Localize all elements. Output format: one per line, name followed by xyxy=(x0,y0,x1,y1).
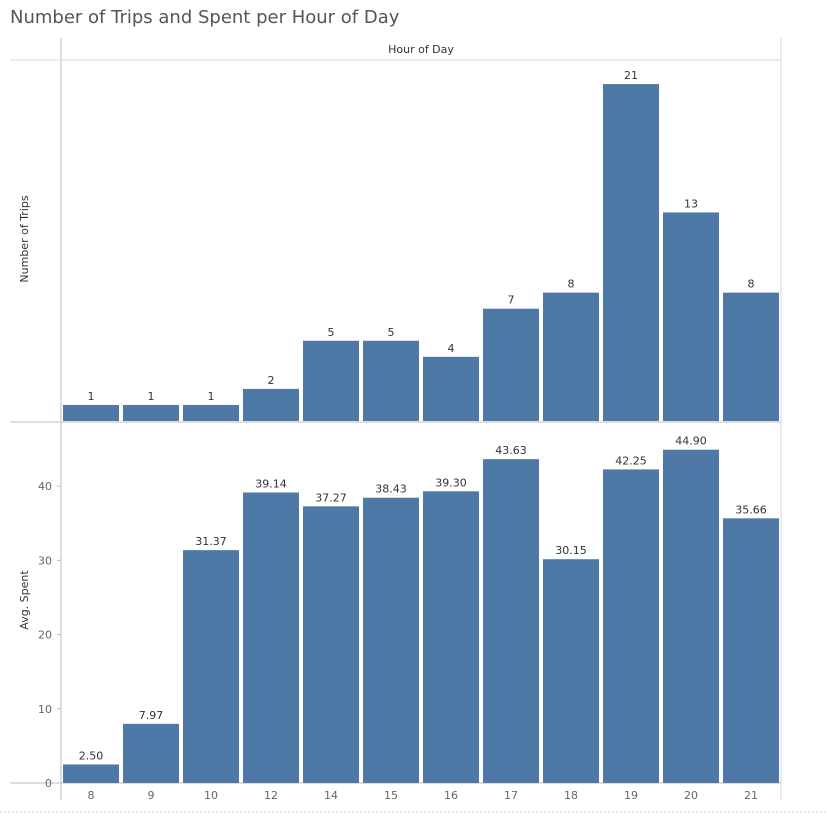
chart-title: Number of Trips and Spent per Hour of Da… xyxy=(10,7,400,28)
data-label-avg-spent-hour-20: 44.90 xyxy=(675,435,707,448)
bar-trips-hour-18[interactable] xyxy=(543,292,599,421)
data-label-trips-hour-14: 5 xyxy=(328,326,335,339)
data-label-avg-spent-hour-19: 42.25 xyxy=(615,454,647,467)
data-label-avg-spent-hour-15: 38.43 xyxy=(375,483,407,496)
data-label-trips-hour-8: 1 xyxy=(88,390,95,403)
bar-avg-spent-hour-12[interactable] xyxy=(243,492,299,783)
data-label-avg-spent-hour-12: 39.14 xyxy=(255,477,287,490)
bar-avg-spent-hour-17[interactable] xyxy=(483,459,539,783)
x-tick-label-hour-19: 19 xyxy=(624,789,638,802)
data-label-avg-spent-hour-8: 2.50 xyxy=(79,749,104,762)
column-header-hour-of-day: Hour of Day xyxy=(388,43,454,56)
data-label-trips-hour-20: 13 xyxy=(684,197,698,210)
bar-trips-hour-12[interactable] xyxy=(243,388,299,421)
y-tick-label: 10 xyxy=(38,703,52,716)
data-label-avg-spent-hour-9: 7.97 xyxy=(139,709,164,722)
labels-group: 1 1 125 5478211380102030402.507.9731.3739.1… xyxy=(38,69,767,802)
x-tick-label-hour-8: 8 xyxy=(88,789,95,802)
x-tick-label-hour-20: 20 xyxy=(684,789,698,802)
x-tick-label-hour-16: 16 xyxy=(444,789,458,802)
bar-trips-hour-16[interactable] xyxy=(423,356,479,421)
data-label-trips-hour-10: 1 xyxy=(208,390,215,403)
x-tick-label-hour-12: 12 xyxy=(264,789,278,802)
data-label-avg-spent-hour-17: 43.63 xyxy=(495,444,527,457)
y-axis-title-trips: Number of Trips xyxy=(18,195,31,282)
bar-trips-hour-8[interactable] xyxy=(63,404,119,421)
data-label-trips-hour-19: 21 xyxy=(624,69,638,82)
bar-trips-hour-20[interactable] xyxy=(663,212,719,421)
x-tick-label-hour-14: 14 xyxy=(324,789,338,802)
y-tick-label: 0 xyxy=(45,777,52,790)
bar-trips-hour-17[interactable] xyxy=(483,308,539,421)
y-tick-label: 30 xyxy=(38,554,52,567)
data-label-trips-hour-15: 5 xyxy=(388,326,395,339)
x-tick-label-hour-10: 10 xyxy=(204,789,218,802)
bar-avg-spent-hour-8[interactable] xyxy=(63,764,119,783)
bar-avg-spent-hour-20[interactable] xyxy=(663,449,719,783)
bar-avg-spent-hour-18[interactable] xyxy=(543,559,599,783)
x-tick-label-hour-15: 15 xyxy=(384,789,398,802)
x-tick-label-hour-18: 18 xyxy=(564,789,578,802)
bar-trips-hour-9[interactable] xyxy=(123,404,179,421)
data-label-avg-spent-hour-10: 31.37 xyxy=(195,535,227,548)
data-label-avg-spent-hour-16: 39.30 xyxy=(435,476,467,489)
bar-trips-hour-21[interactable] xyxy=(723,292,779,421)
bars-group xyxy=(63,84,779,783)
x-tick-label-hour-9: 9 xyxy=(148,789,155,802)
bar-avg-spent-hour-14[interactable] xyxy=(303,506,359,783)
data-label-trips-hour-17: 7 xyxy=(508,294,515,307)
bar-trips-hour-14[interactable] xyxy=(303,340,359,421)
data-label-trips-hour-9: 1 xyxy=(148,390,155,403)
bar-trips-hour-19[interactable] xyxy=(603,84,659,422)
y-tick-label: 40 xyxy=(38,480,52,493)
bar-avg-spent-hour-9[interactable] xyxy=(123,723,179,783)
bar-avg-spent-hour-19[interactable] xyxy=(603,469,659,783)
data-label-trips-hour-21: 8 xyxy=(748,278,755,291)
bar-avg-spent-hour-15[interactable] xyxy=(363,497,419,783)
data-label-avg-spent-hour-21: 35.66 xyxy=(735,503,767,516)
x-tick-label-hour-17: 17 xyxy=(504,789,518,802)
data-label-avg-spent-hour-18: 30.15 xyxy=(555,544,587,557)
bar-avg-spent-hour-10[interactable] xyxy=(183,550,239,783)
y-axis-title-avg-spent: Avg. Spent xyxy=(18,570,31,630)
y-tick-label: 20 xyxy=(38,629,52,642)
data-label-trips-hour-12: 2 xyxy=(268,374,275,387)
bar-avg-spent-hour-16[interactable] xyxy=(423,491,479,783)
data-label-trips-hour-16: 4 xyxy=(448,342,455,355)
x-tick-label-hour-21: 21 xyxy=(744,789,758,802)
bar-avg-spent-hour-21[interactable] xyxy=(723,518,779,783)
data-label-avg-spent-hour-14: 37.27 xyxy=(315,491,347,504)
bar-trips-hour-15[interactable] xyxy=(363,340,419,421)
data-label-trips-hour-18: 8 xyxy=(568,278,575,291)
bar-trips-hour-10[interactable] xyxy=(183,404,239,421)
